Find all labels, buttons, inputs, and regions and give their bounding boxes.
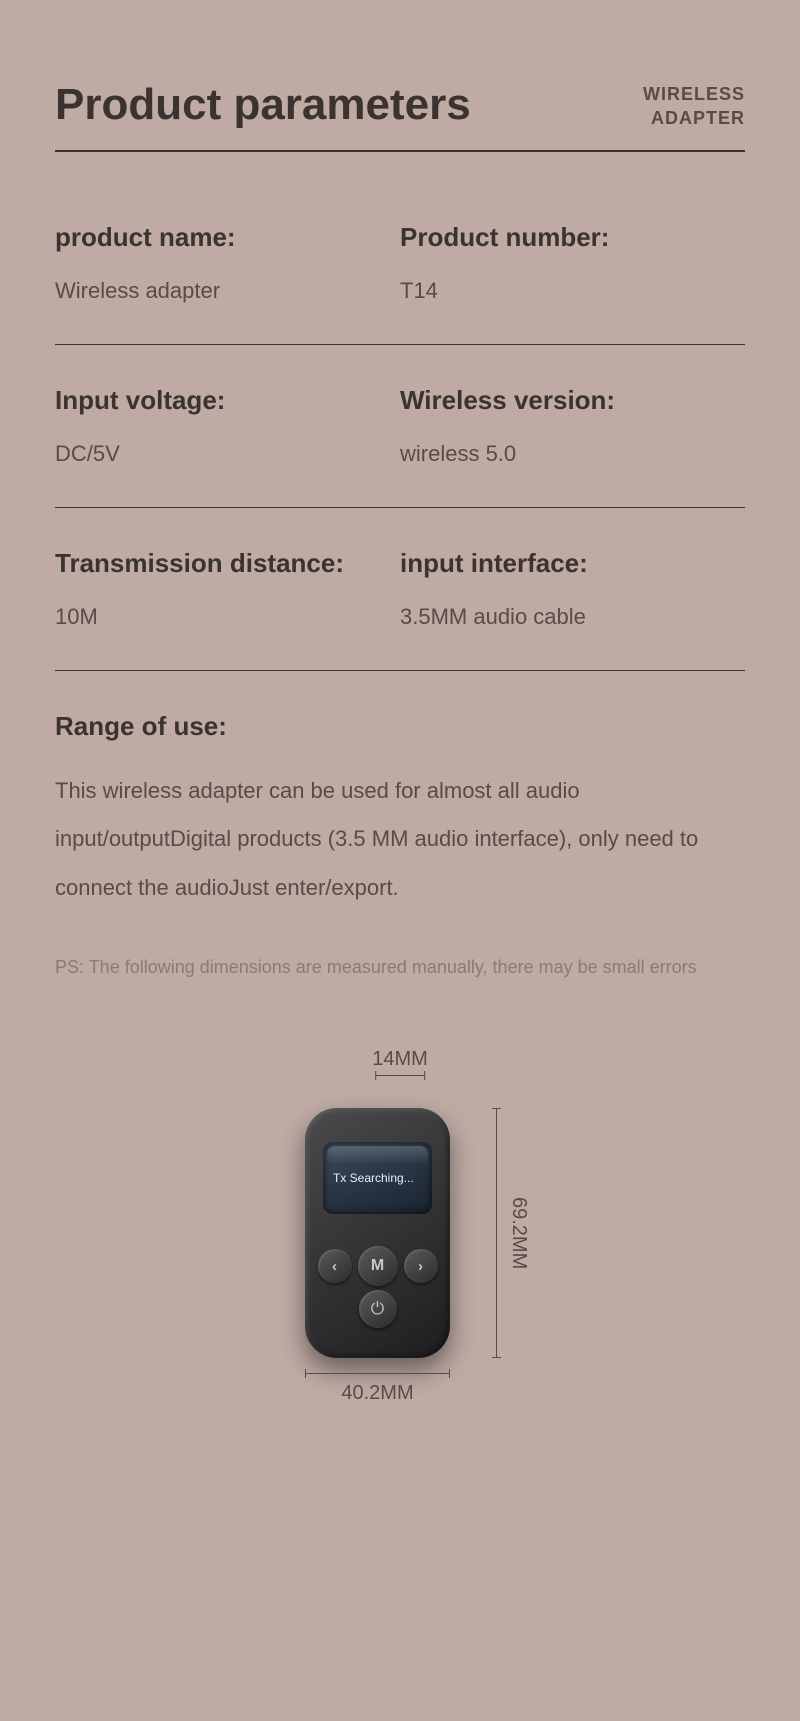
dimension-bottom-value: 40.2MM bbox=[305, 1382, 450, 1405]
spec-label: input interface: bbox=[400, 548, 745, 579]
power-button-icon: ⏻ bbox=[359, 1290, 397, 1328]
spec-label: Transmission distance: bbox=[55, 548, 400, 579]
range-text: This wireless adapter can be used for al… bbox=[55, 767, 745, 912]
spec-value: DC/5V bbox=[55, 441, 400, 467]
spec-value: T14 bbox=[400, 278, 745, 304]
spec-cell: Transmission distance: 10M bbox=[55, 548, 400, 630]
spec-cell: Input voltage: DC/5V bbox=[55, 385, 400, 467]
spec-row-1: product name: Wireless adapter Product n… bbox=[55, 222, 745, 345]
spec-label: Wireless version: bbox=[400, 385, 745, 416]
spec-row-3: Transmission distance: 10M input interfa… bbox=[55, 548, 745, 671]
dimension-top-value: 14MM bbox=[372, 1048, 428, 1071]
spec-label: Product number: bbox=[400, 222, 745, 253]
dimension-right-value: 69.2MM bbox=[507, 1197, 530, 1269]
dimension-bottom-line bbox=[305, 1373, 450, 1374]
device-screen: Tx Searching... bbox=[323, 1142, 432, 1214]
dimension-top: 14MM bbox=[372, 1048, 428, 1076]
diagram-inner: 14MM Tx Searching... ‹ M › ⏻ 69.2MM 40.2… bbox=[270, 1048, 530, 1468]
range-of-use-block: Range of use: This wireless adapter can … bbox=[55, 711, 745, 912]
spec-value: wireless 5.0 bbox=[400, 441, 745, 467]
range-label: Range of use: bbox=[55, 711, 745, 742]
product-badge: WIRELESS ADAPTER bbox=[643, 83, 745, 130]
ps-note: PS: The following dimensions are measure… bbox=[55, 957, 745, 978]
spec-cell: product name: Wireless adapter bbox=[55, 222, 400, 304]
spec-label: Input voltage: bbox=[55, 385, 400, 416]
header: Product parameters WIRELESS ADAPTER bbox=[55, 80, 745, 152]
spec-cell: input interface: 3.5MM audio cable bbox=[400, 548, 745, 630]
badge-line-1: WIRELESS bbox=[643, 83, 745, 106]
spec-value: Wireless adapter bbox=[55, 278, 400, 304]
m-button-icon: M bbox=[358, 1246, 398, 1286]
page-title: Product parameters bbox=[55, 80, 471, 130]
spec-value: 10M bbox=[55, 604, 400, 630]
spec-value: 3.5MM audio cable bbox=[400, 604, 745, 630]
spec-cell: Product number: T14 bbox=[400, 222, 745, 304]
spec-row-2: Input voltage: DC/5V Wireless version: w… bbox=[55, 385, 745, 508]
device-illustration: Tx Searching... ‹ M › ⏻ bbox=[305, 1108, 450, 1358]
next-button-icon: › bbox=[404, 1249, 438, 1283]
dimension-top-bracket bbox=[372, 1075, 428, 1076]
dimension-right-line bbox=[496, 1108, 497, 1358]
bracket-line bbox=[375, 1075, 425, 1076]
screen-glare bbox=[327, 1146, 428, 1164]
device-button-row: ‹ M › bbox=[305, 1246, 450, 1286]
dimension-bottom: 40.2MM bbox=[305, 1373, 450, 1405]
dimension-right: 69.2MM bbox=[496, 1108, 530, 1358]
screen-text: Tx Searching... bbox=[333, 1171, 414, 1185]
badge-line-2: ADAPTER bbox=[643, 107, 745, 130]
spec-cell: Wireless version: wireless 5.0 bbox=[400, 385, 745, 467]
spec-label: product name: bbox=[55, 222, 400, 253]
prev-button-icon: ‹ bbox=[318, 1249, 352, 1283]
dimension-diagram: 14MM Tx Searching... ‹ M › ⏻ 69.2MM 40.2… bbox=[55, 1048, 745, 1468]
